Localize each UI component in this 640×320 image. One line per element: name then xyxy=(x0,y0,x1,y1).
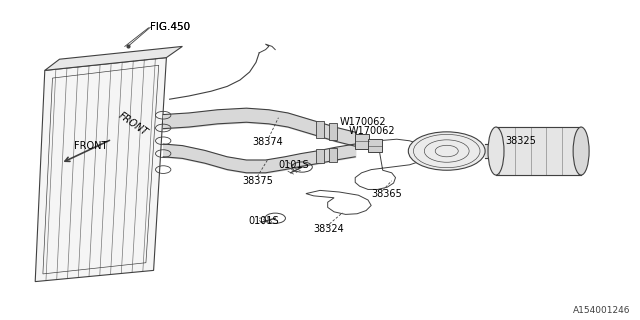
Text: FIG.450: FIG.450 xyxy=(150,22,191,32)
Bar xyxy=(316,121,324,138)
Text: A154001246: A154001246 xyxy=(573,306,630,315)
Polygon shape xyxy=(45,46,182,70)
Text: W170062: W170062 xyxy=(339,116,386,127)
Ellipse shape xyxy=(488,127,504,175)
Text: FIG.450: FIG.450 xyxy=(150,22,191,32)
Polygon shape xyxy=(35,58,166,282)
Text: W170062: W170062 xyxy=(349,126,396,136)
Text: FRONT: FRONT xyxy=(74,140,108,151)
Text: 38374: 38374 xyxy=(253,137,284,148)
Ellipse shape xyxy=(573,127,589,175)
Text: FRONT: FRONT xyxy=(116,110,150,138)
Bar xyxy=(355,134,369,148)
Text: 38365: 38365 xyxy=(371,188,402,199)
Text: 38324: 38324 xyxy=(314,224,344,234)
Circle shape xyxy=(408,132,485,170)
Text: 38325: 38325 xyxy=(506,136,536,146)
Text: 0101S: 0101S xyxy=(278,160,309,170)
Bar xyxy=(368,139,382,152)
Bar xyxy=(329,123,337,140)
Text: 0101S: 0101S xyxy=(248,216,279,226)
Text: 38375: 38375 xyxy=(242,176,273,186)
Bar xyxy=(329,148,337,162)
Bar xyxy=(316,149,324,163)
